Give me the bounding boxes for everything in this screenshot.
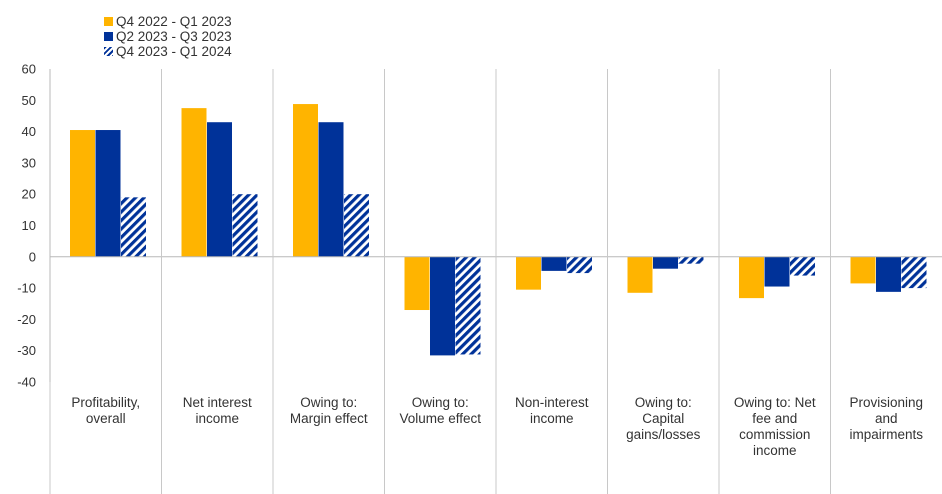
legend-swatch-series-2 (104, 32, 113, 41)
bar-series-3-2 (232, 194, 258, 257)
x-category-label-line: Owing to: (634, 395, 692, 410)
bar-series-2-2 (207, 122, 232, 257)
y-tick-label: 50 (22, 93, 36, 108)
bar-series-1-2 (181, 108, 207, 257)
y-tick-label: 60 (22, 62, 36, 77)
x-category-label-line: Non-interest (514, 395, 589, 410)
y-tick-label: 20 (22, 187, 36, 202)
legend-label-series-3: Q4 2023 - Q1 2024 (116, 44, 232, 59)
bar-series-3-7 (790, 256, 815, 276)
x-category-label-2: Net interest income (162, 395, 274, 427)
bar-series-2-5 (541, 256, 567, 271)
x-category-label-line: Owing to: (300, 395, 358, 410)
x-category-label-line: income (752, 443, 797, 458)
x-category-label-4: Owing to: Volume effect (385, 395, 497, 427)
legend-label-series-2: Q2 2023 - Q3 2023 (116, 29, 232, 44)
bar-series-1-1 (70, 130, 95, 257)
y-axis: 60 50 40 30 20 10 0 -10 -20 -30 -40 (17, 62, 51, 390)
x-category-label-7: Owing to: Net fee and commission income (719, 395, 831, 459)
bar-series-1-7 (739, 256, 764, 299)
x-category-label-line: commission (739, 427, 811, 442)
bar-series-2-7 (764, 256, 790, 287)
y-tick-label: -20 (17, 312, 36, 327)
y-tick-label: 40 (22, 124, 36, 139)
bar-series-1-6 (627, 256, 653, 293)
x-category-label-line: Owing to: Net (733, 395, 816, 410)
legend: Q4 2022 - Q1 2023 Q2 2023 - Q3 2023 Q4 2… (104, 14, 232, 59)
x-category-label-line: income (195, 411, 240, 426)
x-category-label-line: impairments (849, 427, 924, 442)
legend-item-series-1: Q4 2022 - Q1 2023 (104, 14, 232, 29)
bar-series-3-5 (567, 256, 592, 274)
bar-series-1-4 (404, 256, 430, 311)
x-category-label-line: fee and (752, 411, 798, 426)
x-category-label-8: Provisioning and impairments (831, 395, 942, 443)
legend-label-series-1: Q4 2022 - Q1 2023 (116, 14, 232, 29)
y-tick-label: 0 (29, 249, 36, 264)
bar-series-3-1 (121, 197, 146, 257)
bar-series-3-4 (455, 256, 481, 355)
x-category-label-line: Provisioning (849, 395, 924, 410)
legend-item-series-2: Q2 2023 - Q3 2023 (104, 29, 232, 44)
bar-series-2-6 (653, 256, 678, 269)
bar-series-3-8 (901, 256, 927, 289)
x-category-label-6: Owing to: Capital gains/losses (608, 395, 720, 443)
x-category-label-line: Volume effect (399, 411, 482, 426)
bar-series-2-3 (318, 122, 344, 257)
y-tick-label: 30 (22, 155, 36, 170)
bar-series-2-1 (95, 130, 121, 257)
bar-series-3-3 (344, 194, 369, 257)
x-category-label-line: overall (85, 411, 126, 426)
bars (70, 104, 927, 356)
bar-series-2-8 (876, 256, 901, 292)
x-category-label-line: Capital (642, 411, 685, 426)
bar-series-1-8 (850, 256, 876, 284)
bar-series-2-4 (430, 256, 455, 356)
x-category-label-line: Owing to: (411, 395, 469, 410)
legend-swatch-series-3 (104, 47, 113, 56)
x-category-label-line: Margin effect (289, 411, 368, 426)
legend-swatch-series-1 (104, 17, 113, 26)
x-category-label-5: Non-interest income (496, 395, 608, 427)
x-category-label-line: income (529, 411, 574, 426)
x-category-label-line: Net interest (182, 395, 252, 410)
x-axis (49, 69, 942, 494)
bar-series-1-5 (516, 256, 541, 290)
bar-series-1-3 (293, 104, 318, 257)
y-tick-label: -30 (17, 343, 36, 358)
x-category-label-line: Profitability, (71, 395, 141, 410)
legend-item-series-3: Q4 2023 - Q1 2024 (104, 44, 232, 59)
y-tick-label: -40 (17, 375, 36, 390)
bar-series-3-6 (678, 256, 704, 264)
y-tick-label: 10 (22, 218, 36, 233)
x-category-label-line: gains/losses (626, 427, 701, 442)
x-category-label-line: and (874, 411, 898, 426)
x-category-label-3: Owing to: Margin effect (273, 395, 385, 427)
y-tick-label: -10 (17, 281, 36, 296)
x-category-label-1: Profitability, overall (50, 395, 162, 427)
